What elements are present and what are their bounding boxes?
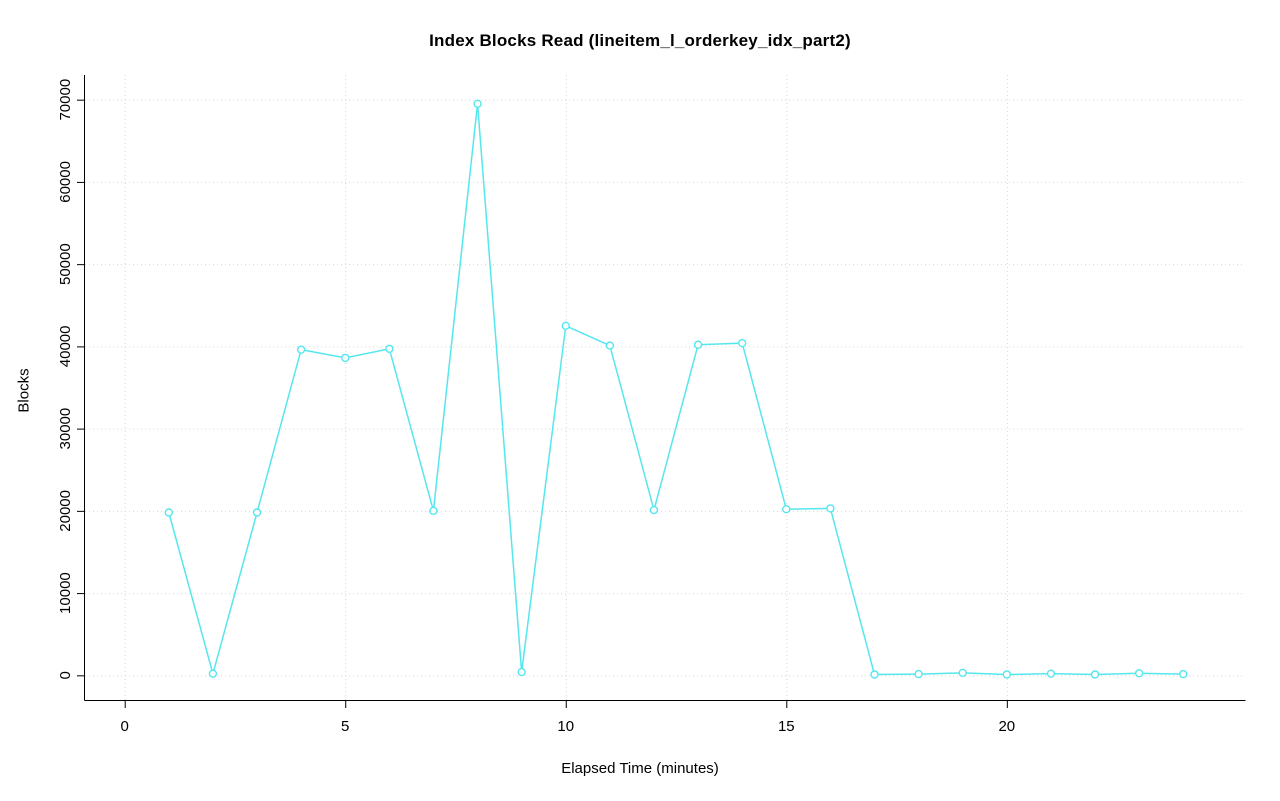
data-point [649, 505, 659, 515]
y-tick-label: 60000 [57, 161, 74, 203]
y-tick-label: 50000 [57, 243, 74, 285]
data-point [1134, 669, 1144, 678]
y-tick-label: 0 [57, 671, 74, 679]
data-point [737, 338, 747, 348]
x-tick-label: 20 [998, 718, 1015, 735]
data-point [605, 341, 615, 350]
data-point [208, 669, 218, 678]
data-point [473, 99, 482, 108]
y-tick-label: 10000 [57, 572, 74, 614]
data-point [164, 508, 174, 517]
data-point [1002, 670, 1012, 679]
data-point [1090, 670, 1100, 679]
data-point [958, 668, 967, 678]
data-line [168, 103, 1185, 676]
x-tick-label: 0 [121, 718, 129, 735]
chart-title: Index Blocks Read (lineitem_l_orderkey_i… [429, 31, 851, 50]
data-point [1179, 669, 1188, 679]
data-point [870, 670, 879, 679]
data-point [826, 504, 835, 513]
data-point [517, 667, 526, 677]
data-point [561, 321, 570, 331]
data-point [429, 506, 438, 516]
data-point [914, 669, 923, 679]
data-point [385, 344, 394, 354]
y-tick-label: 30000 [57, 408, 74, 450]
x-tick-label: 5 [341, 718, 349, 735]
x-tick-label: 15 [778, 718, 795, 735]
data-point [693, 340, 703, 349]
data-point [1046, 669, 1056, 678]
x-tick-label: 10 [557, 718, 574, 735]
y-axis-label: Blocks [15, 368, 33, 413]
y-tick-label: 70000 [57, 79, 74, 121]
data-point [782, 505, 791, 514]
data-point [296, 345, 306, 354]
data-point [341, 353, 350, 363]
x-axis-label: Elapsed Time (minutes) [561, 760, 719, 777]
y-tick-label: 40000 [57, 326, 74, 368]
y-tick-label: 20000 [57, 490, 74, 532]
data-point [252, 508, 262, 517]
